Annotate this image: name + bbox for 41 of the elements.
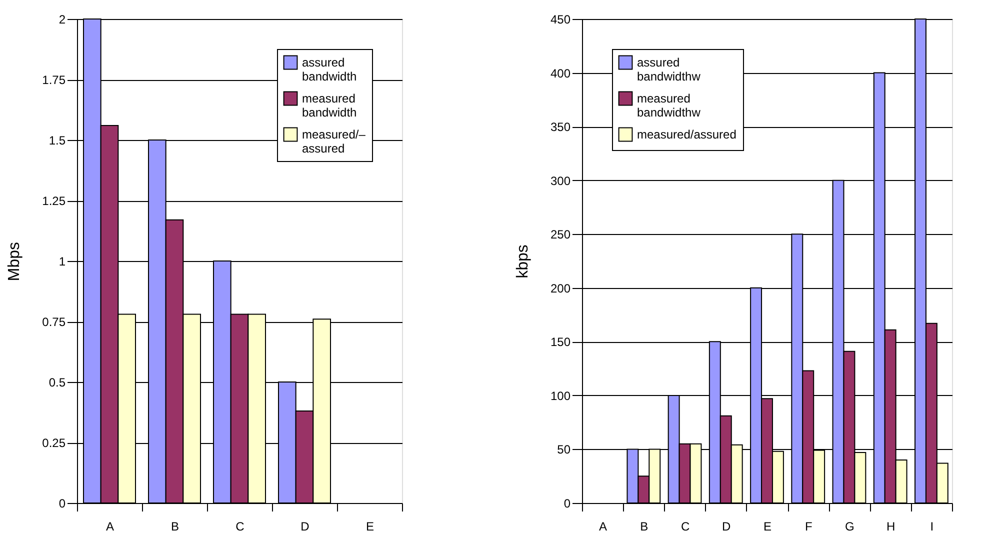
y-tick-label: 1.75: [42, 73, 66, 87]
x-tick-label: A: [599, 520, 608, 534]
x-tick-label: I: [930, 520, 934, 534]
x-tick-label: F: [804, 520, 812, 534]
x-tick-label: B: [640, 520, 648, 534]
x-tick-label: D: [300, 520, 310, 534]
y-tick-label: 50: [557, 442, 571, 457]
y-tick-label: 200: [550, 281, 571, 296]
legend-label: measured bandwidth: [302, 92, 357, 120]
y-tick-label: 250: [550, 228, 571, 242]
y-tick-label: 1.5: [48, 134, 66, 148]
y-tick-label: 2: [58, 12, 66, 26]
x-tick-label: A: [106, 520, 114, 534]
legend-label: measured/– assured: [302, 128, 366, 156]
x-tick-label: H: [886, 520, 896, 534]
legend-label: measured bandwidthw: [637, 92, 701, 120]
x-tick-label: B: [170, 520, 180, 534]
y-tick-label: 300: [550, 174, 571, 188]
y-tick-label: 0.75: [42, 315, 66, 329]
y-tick-label: 400: [550, 66, 571, 80]
y-tick-label: 0.25: [42, 436, 66, 450]
x-tick-label: C: [236, 520, 245, 534]
y-axis-title: Mbps: [6, 242, 24, 282]
y-tick-label: 450: [550, 12, 571, 26]
x-tick-label: C: [680, 520, 690, 534]
y-tick-label: 1: [58, 254, 66, 268]
y-tick-label: 350: [550, 120, 571, 134]
y-tick-label: 100: [550, 388, 571, 403]
y-axis-title: kbps: [514, 244, 532, 278]
y-tick-label: 0: [564, 496, 571, 510]
x-tick-label: G: [845, 520, 854, 534]
y-tick-label: 0: [58, 496, 66, 510]
y-tick-label: 0.5: [48, 376, 66, 390]
legend-label: assured bandwidthw: [637, 56, 701, 84]
legend-label: measured/assured: [637, 128, 736, 142]
x-tick-label: E: [763, 520, 772, 534]
x-tick-label: E: [366, 520, 374, 534]
legend-label: assured bandwidth: [302, 56, 357, 84]
y-tick-label: 150: [550, 335, 571, 350]
x-tick-label: D: [722, 520, 732, 534]
y-tick-label: 1.25: [42, 194, 66, 208]
